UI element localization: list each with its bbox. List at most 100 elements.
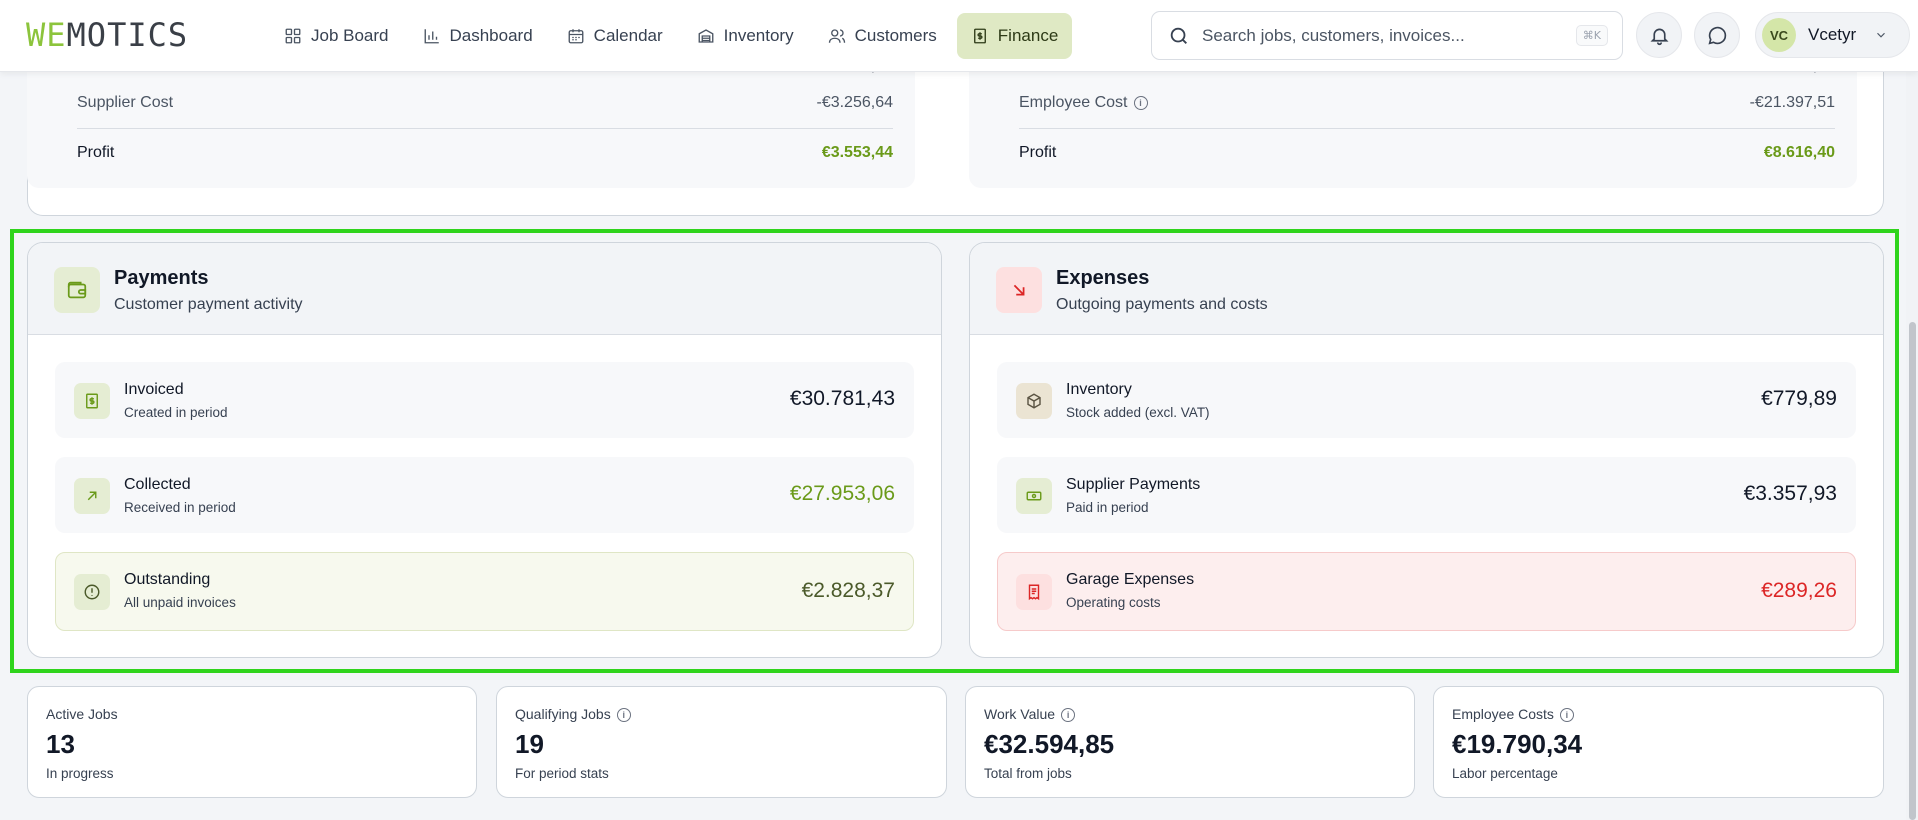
invoice-icon <box>74 383 110 419</box>
info-icon[interactable]: i <box>1061 708 1076 722</box>
stat-value: €19.790,34 <box>1452 729 1583 759</box>
notifications-button[interactable] <box>1636 12 1682 58</box>
nav-customers[interactable]: Customers <box>814 13 951 59</box>
profit-row: Profit €3.553,44 <box>77 144 893 162</box>
receipt-icon <box>1016 574 1052 610</box>
supplier-payments-sub: Paid in period <box>1066 500 1149 515</box>
profit-label: Profit <box>1019 144 1057 161</box>
employee-cost-label: Employee Cost <box>1019 94 1128 111</box>
collected-value: €27.953,06 <box>789 482 895 505</box>
top-navigation-bar: WEMOTICS Job Board Dashboard Calendar In… <box>0 0 1918 72</box>
nav-label: Customers <box>854 26 937 45</box>
search-icon <box>1170 27 1187 44</box>
highlight-box <box>10 229 1899 673</box>
profit-value: €8.616,40 <box>1763 144 1835 161</box>
stat-label: Active Jobs <box>46 706 118 722</box>
invoiced-sub: Created in period <box>124 405 228 420</box>
stat-qualifying-jobs[interactable]: Qualifying Jobs i 19 For period stats <box>496 686 947 798</box>
nav-label: Inventory <box>723 26 794 45</box>
expenses-title: Expenses <box>1056 267 1150 289</box>
warehouse-icon <box>698 29 714 43</box>
collected-sub: Received in period <box>124 500 236 515</box>
nav-finance[interactable]: Finance <box>956 13 1073 59</box>
search-input[interactable] <box>1202 25 1576 46</box>
bar-chart-icon <box>424 29 439 44</box>
outstanding-row[interactable]: Outstanding All unpaid invoices €2.828,3… <box>55 552 914 631</box>
avatar: VC <box>1762 18 1796 52</box>
employee-cost-value: -€21.397,51 <box>1749 94 1835 111</box>
user-menu-button[interactable]: VC Vcetyr <box>1755 12 1910 58</box>
supplier-payments-row[interactable]: Supplier Payments Paid in period €3.357,… <box>997 457 1856 533</box>
nav-inventory[interactable]: Inventory <box>683 13 808 59</box>
outstanding-value: €2.828,37 <box>801 579 895 602</box>
nav-calendar[interactable]: Calendar <box>553 13 677 59</box>
stat-active-jobs[interactable]: Active Jobs 13 In progress <box>27 686 477 798</box>
inventory-expense-row[interactable]: Inventory Stock added (excl. VAT) €779,8… <box>997 362 1856 438</box>
expenses-card: Expenses Outgoing payments and costs Inv… <box>969 242 1884 658</box>
wemotics-logo[interactable]: WEMOTICS <box>26 18 188 52</box>
chevron-down-icon <box>1877 32 1886 38</box>
stat-label-wrap: Qualifying Jobs i <box>515 706 631 722</box>
wallet-icon <box>54 267 100 313</box>
info-icon[interactable]: i <box>1133 96 1148 110</box>
info-icon[interactable]: i <box>1559 708 1574 722</box>
profit-label: Profit <box>77 144 115 161</box>
nav-label: Finance <box>997 26 1059 45</box>
inventory-label: Inventory <box>1066 381 1132 398</box>
invoiced-label: Invoiced <box>124 381 184 398</box>
outstanding-sub: All unpaid invoices <box>124 595 236 610</box>
main-nav: Job Board Dashboard Calendar Inventory C… <box>270 13 1073 59</box>
collected-label: Collected <box>124 476 191 493</box>
stat-sub: Labor percentage <box>1452 766 1558 781</box>
arrow-up-right-icon <box>74 478 110 514</box>
supplier-cost-row: Supplier Cost -€3.256,64 <box>77 94 893 112</box>
stat-sub: Total from jobs <box>984 766 1072 781</box>
stat-value: €32.594,85 <box>984 729 1115 759</box>
supplier-cost-label: Supplier Cost <box>77 94 174 111</box>
garage-expenses-label: Garage Expenses <box>1066 571 1195 588</box>
stat-value: 19 <box>515 729 544 759</box>
nav-label: Dashboard <box>449 26 533 45</box>
payments-title: Payments <box>114 267 209 289</box>
messages-button[interactable] <box>1694 12 1740 58</box>
scrollbar-thumb[interactable] <box>1909 322 1916 820</box>
divider <box>1019 128 1835 129</box>
profit-value: €3.553,44 <box>821 144 893 161</box>
garage-expenses-row[interactable]: Garage Expenses Operating costs €289,26 <box>997 552 1856 631</box>
outstanding-label: Outstanding <box>124 571 211 588</box>
stat-work-value[interactable]: Work Value i €32.594,85 Total from jobs <box>965 686 1415 798</box>
stat-employee-costs[interactable]: Employee Costs i €19.790,34 Labor percent… <box>1433 686 1884 798</box>
global-search[interactable]: ⌘K <box>1151 11 1623 60</box>
invoiced-row[interactable]: Invoiced Created in period €30.781,43 <box>55 362 914 438</box>
stat-label-wrap: Work Value i <box>984 706 1076 722</box>
expenses-subtitle: Outgoing payments and costs <box>1056 296 1268 313</box>
supplier-cost-value: -€3.256,64 <box>816 94 893 111</box>
logo-we: WE <box>26 16 67 54</box>
inventory-value: €779,89 <box>1761 387 1837 410</box>
calendar-icon <box>568 29 584 44</box>
supplier-payments-label: Supplier Payments <box>1066 476 1201 493</box>
receipt-icon <box>973 28 986 44</box>
nav-label: Job Board <box>311 26 389 45</box>
supplier-payments-value: €3.357,93 <box>1743 482 1837 505</box>
nav-job-board[interactable]: Job Board <box>270 13 403 59</box>
package-icon <box>1016 383 1052 419</box>
payments-card-header: Payments Customer payment activity <box>28 243 941 335</box>
arrow-down-right-icon <box>996 267 1042 313</box>
user-name: Vcetyr <box>1808 25 1857 44</box>
banknote-icon <box>1016 478 1052 514</box>
payments-card: Payments Customer payment activity Invoi… <box>27 242 942 658</box>
garage-expenses-value: €289,26 <box>1761 579 1837 602</box>
message-circle-icon <box>1707 26 1726 45</box>
alert-circle-icon <box>74 574 110 610</box>
stat-sub: For period stats <box>515 766 609 781</box>
divider <box>77 128 893 129</box>
users-icon <box>828 29 845 43</box>
invoiced-value: €30.781,43 <box>789 387 895 410</box>
collected-row[interactable]: Collected Received in period €27.953,06 <box>55 457 914 533</box>
stat-value: 13 <box>46 729 75 759</box>
info-icon[interactable]: i <box>616 708 631 722</box>
stat-label: Work Value <box>984 706 1056 722</box>
nav-dashboard[interactable]: Dashboard <box>409 13 547 59</box>
grid-icon <box>285 28 301 44</box>
